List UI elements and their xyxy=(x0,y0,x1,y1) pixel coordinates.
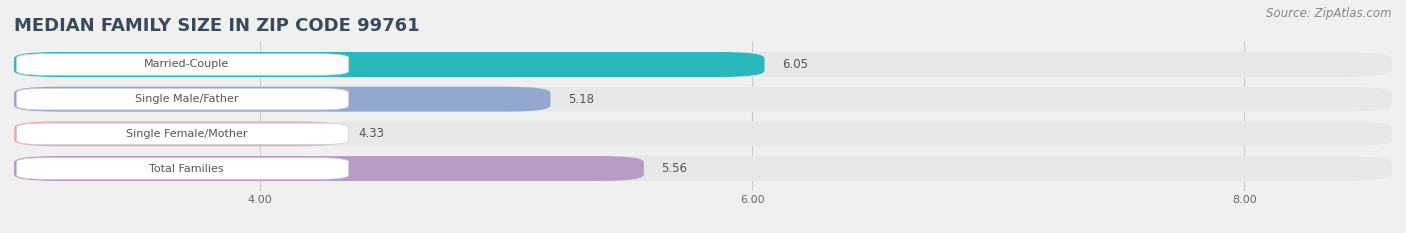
Text: Single Female/Mother: Single Female/Mother xyxy=(125,129,247,139)
FancyBboxPatch shape xyxy=(14,52,1392,77)
FancyBboxPatch shape xyxy=(14,121,1392,146)
FancyBboxPatch shape xyxy=(17,158,349,179)
Text: Single Male/Father: Single Male/Father xyxy=(135,94,238,104)
FancyBboxPatch shape xyxy=(14,87,1392,112)
FancyBboxPatch shape xyxy=(14,156,1392,181)
FancyBboxPatch shape xyxy=(14,156,1392,181)
Text: 6.05: 6.05 xyxy=(782,58,807,71)
Text: Total Families: Total Families xyxy=(149,164,224,174)
FancyBboxPatch shape xyxy=(14,121,342,146)
FancyBboxPatch shape xyxy=(17,88,349,110)
Text: 5.18: 5.18 xyxy=(568,93,593,106)
Text: Source: ZipAtlas.com: Source: ZipAtlas.com xyxy=(1267,7,1392,20)
Text: 4.33: 4.33 xyxy=(359,127,384,140)
FancyBboxPatch shape xyxy=(17,54,349,75)
FancyBboxPatch shape xyxy=(17,123,349,145)
FancyBboxPatch shape xyxy=(14,121,1392,146)
FancyBboxPatch shape xyxy=(14,156,644,181)
FancyBboxPatch shape xyxy=(14,52,765,77)
FancyBboxPatch shape xyxy=(14,87,550,112)
FancyBboxPatch shape xyxy=(14,87,1392,112)
FancyBboxPatch shape xyxy=(14,52,1392,77)
Text: 5.56: 5.56 xyxy=(661,162,688,175)
Text: Married-Couple: Married-Couple xyxy=(143,59,229,69)
Text: MEDIAN FAMILY SIZE IN ZIP CODE 99761: MEDIAN FAMILY SIZE IN ZIP CODE 99761 xyxy=(14,17,419,35)
